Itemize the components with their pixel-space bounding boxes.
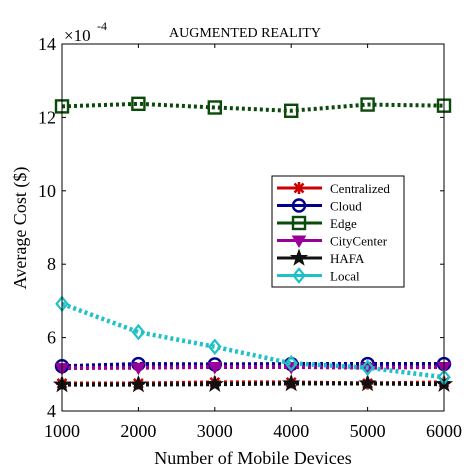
series-edge: [54, 96, 452, 118]
data-point-local: [284, 354, 299, 372]
legend-marker-local: [292, 267, 306, 284]
y-axis-label: Average Cost ($): [10, 167, 31, 290]
chart-title: AUGMENTED REALITY: [169, 26, 321, 41]
data-point-edge: [360, 97, 375, 112]
data-point-hafa: [129, 374, 148, 393]
x-tick-label: 2000: [120, 421, 156, 441]
y-exponent-label: ×10: [64, 26, 91, 45]
legend-item-centralized: Centralized: [277, 181, 390, 196]
y-tick-label: 8: [47, 254, 56, 274]
y-exponent-power: -4: [97, 19, 107, 33]
x-tick-label: 6000: [426, 421, 462, 441]
series-hafa: [52, 373, 454, 393]
legend-item-citycenter: CityCenter: [277, 234, 388, 249]
y-tick-label: 4: [47, 401, 56, 421]
legend-marker-edge: [291, 215, 307, 231]
x-tick-label: 1000: [44, 421, 80, 441]
legend-item-hafa: HAFA: [277, 248, 365, 266]
legend-label: Centralized: [330, 181, 390, 196]
legend: Centralized Cloud Edge CityCenter HAFA Local: [271, 175, 405, 288]
data-point-edge: [131, 96, 146, 112]
legend-label: Local: [330, 269, 360, 284]
series-line-cloud: [61, 362, 444, 369]
data-point-local: [207, 338, 222, 356]
legend-marker-centralized: [293, 182, 305, 194]
data-point-local: [360, 359, 375, 377]
data-point-edge: [207, 100, 223, 115]
legend-label: Edge: [330, 216, 357, 231]
y-tick-label: 10: [38, 181, 56, 201]
series-line-local: [61, 301, 445, 380]
legend-marker-cloud: [291, 198, 307, 213]
y-tick-label: 12: [38, 107, 56, 127]
data-point-citycenter: [131, 362, 146, 376]
y-tick-label: 14: [38, 34, 56, 54]
data-point-hafa: [282, 373, 301, 392]
legend-marker-citycenter: [291, 235, 307, 248]
data-point-edge: [284, 103, 299, 118]
legend-label: HAFA: [330, 251, 365, 266]
data-point-citycenter: [207, 362, 223, 375]
x-tick-label: 5000: [350, 421, 386, 441]
legend-item-edge: Edge: [277, 215, 357, 231]
x-axis-label: Number of Mobile Devices: [154, 448, 351, 468]
plot-frame: [61, 43, 445, 412]
legend-label: CityCenter: [330, 234, 388, 249]
data-point-hafa: [358, 373, 377, 392]
series-line-hafa: [62, 381, 445, 387]
legend-box: [271, 175, 405, 288]
series-centralized: [56, 376, 450, 390]
series-local: [55, 295, 451, 386]
legend-label: Cloud: [330, 199, 362, 214]
data-point-local: [131, 323, 146, 341]
axes: 1000 2000 3000 4000 5000 6000 4 6 8 10 12 14 AUGMENT…: [10, 19, 462, 468]
x-tick-label: 3000: [197, 421, 233, 441]
legend-marker-hafa: [289, 248, 309, 266]
legend-item-local: Local: [277, 267, 360, 284]
legend-item-cloud: Cloud: [277, 198, 362, 214]
data-point-hafa: [205, 374, 224, 392]
series-line-edge: [61, 101, 445, 113]
x-tick-label: 4000: [273, 421, 309, 441]
y-tick-label: 6: [47, 328, 56, 348]
